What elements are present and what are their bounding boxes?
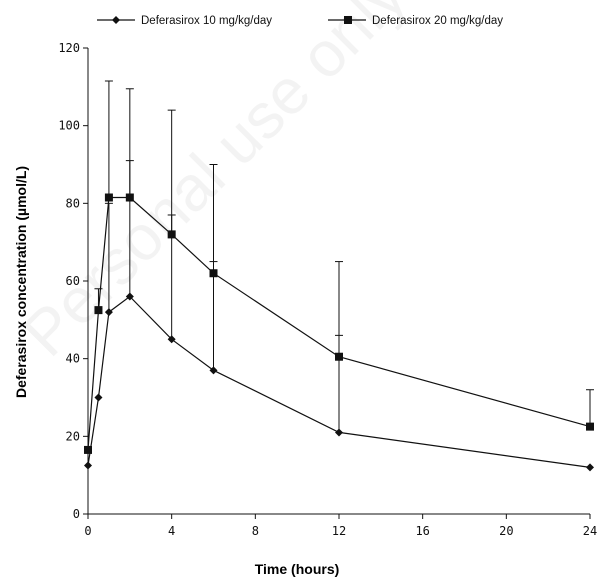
data-point-0-2 [104, 308, 113, 317]
y-tick-label-100: 100 [58, 119, 80, 133]
data-point-1-6 [335, 352, 343, 361]
x-tick-label-4: 4 [168, 524, 175, 538]
data-point-0-5 [209, 366, 218, 375]
legend-label-20mg: Deferasirox 20 mg/kg/day [372, 15, 503, 27]
x-axis-title: Time (hours) [255, 561, 340, 577]
y-axis-ticks: 0 20 40 60 80 100 120 [58, 41, 88, 521]
data-point-0-7 [586, 463, 594, 472]
data-point-1-1 [94, 306, 103, 315]
x-tick-label-12: 12 [332, 524, 346, 538]
data-point-1-2 [104, 193, 113, 202]
y-tick-label-80: 80 [66, 196, 80, 210]
x-tick-label-16: 16 [415, 524, 429, 538]
legend-entry-10mg: Deferasirox 10 mg/kg/day [97, 15, 272, 27]
data-point-1-0 [84, 445, 92, 454]
x-tick-label-8: 8 [252, 524, 259, 538]
data-point-1-7 [586, 422, 594, 431]
legend-marker-10mg [112, 16, 120, 24]
y-tick-label-20: 20 [66, 429, 80, 443]
series-markers [84, 193, 594, 472]
legend-entry-20mg: Deferasirox 20 mg/kg/day [328, 15, 503, 27]
x-tick-label-24: 24 [583, 524, 597, 538]
error-bars [94, 80, 594, 433]
series-line-1 [87, 196, 591, 450]
y-tick-label-120: 120 [58, 41, 80, 55]
y-tick-label-60: 60 [66, 274, 80, 288]
y-tick-label-0: 0 [73, 507, 80, 521]
data-point-0-3 [125, 292, 134, 301]
x-axis-ticks: 0 4 8 12 16 20 24 [84, 514, 597, 538]
legend-label-10mg: Deferasirox 10 mg/kg/day [141, 15, 272, 27]
legend: Deferasirox 10 mg/kg/day Deferasirox 20 … [97, 15, 503, 27]
y-tick-label-40: 40 [66, 352, 80, 366]
legend-marker-20mg [344, 16, 352, 24]
y-axis-title: Deferasirox concentration (µmol/L) [13, 166, 29, 398]
data-point-0-0 [84, 461, 92, 470]
watermark-text: Personal use only [9, 0, 420, 370]
x-tick-label-20: 20 [499, 524, 513, 538]
data-point-1-5 [209, 269, 218, 278]
data-point-0-1 [94, 393, 103, 402]
series-line-0 [87, 295, 591, 468]
series-lines [87, 196, 591, 468]
x-tick-label-0: 0 [84, 524, 91, 538]
data-point-0-6 [335, 428, 343, 437]
data-point-1-4 [167, 230, 176, 239]
data-point-1-3 [125, 193, 134, 202]
data-point-0-4 [167, 335, 176, 344]
